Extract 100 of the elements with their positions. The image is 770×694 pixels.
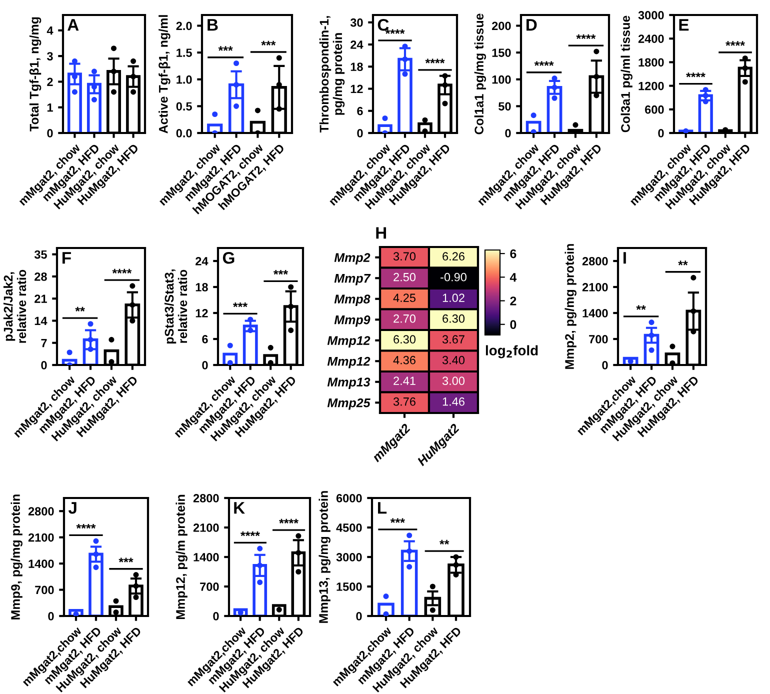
chart-title: F [62, 252, 71, 264]
y-tick-label: 2400 [638, 34, 664, 43]
y-tick-label: 4 [46, 26, 54, 35]
data-label: 6.26 [442, 252, 464, 261]
annotation: *** [261, 40, 276, 46]
y-tick-label: 50 [498, 102, 511, 111]
y-tick-label: 12 [350, 84, 363, 94]
y-tick-label: 2.0 [176, 22, 192, 30]
y-tick-label: 2100 [582, 283, 608, 292]
color-bar-title: log$_{2}$fold [486, 345, 538, 358]
chart-title: L [378, 502, 387, 514]
y-tick-label: 700 [200, 582, 219, 591]
y-tick-label: Mmp12 [327, 336, 370, 348]
y-tick-label: 2800 [193, 494, 219, 502]
y-tick-label: 600 [645, 105, 664, 114]
y-tick-label: 1400 [194, 553, 219, 562]
y-tick-label: 18 [350, 62, 363, 72]
data-label: 2.41 [394, 376, 416, 385]
y-tick-label: 100 [492, 75, 511, 84]
chart-title: G [222, 252, 234, 264]
y-tick-label: 0 [658, 129, 664, 138]
y-tick-label: Mmp8 [334, 294, 370, 306]
y-axis-title: Active Tgf-β1, ng/ml [158, 15, 170, 134]
y-tick-label: 200 [492, 22, 511, 30]
y-axis-title: Mmp12, pg/m protein [176, 494, 188, 620]
annotation: **** [240, 531, 260, 536]
y-tick-label: 2 [47, 78, 53, 86]
y-axis-title: Thrombospondin-1, pg/mg protein [319, 16, 345, 133]
y-tick-label: 1400 [28, 560, 54, 568]
y-tick-label: Mmp7 [334, 274, 371, 286]
y-tick-label: 0.0 [176, 129, 192, 138]
y-tick-label: 35 [34, 250, 47, 259]
y-tick-label: 1800 [638, 58, 664, 67]
y-tick-label: Mmp13 [327, 378, 370, 389]
annotation: *** [218, 46, 233, 51]
y-tick-label: 0 [356, 612, 362, 620]
annotation: **** [385, 29, 405, 34]
annotation: **** [686, 72, 706, 78]
annotation: *** [233, 302, 248, 308]
y-tick-label: 2100 [193, 524, 219, 532]
y-tick-label: 30 [350, 18, 363, 27]
y-axis-title: pJak2/Jak2, relative ratio [3, 270, 26, 343]
chart-title: A [68, 19, 79, 31]
chart-title: E [679, 19, 689, 31]
annotation: *** [273, 270, 288, 275]
y-tick-label: 12 [196, 309, 208, 318]
data-label: 3.76 [393, 397, 416, 406]
chart-title: J [68, 502, 76, 514]
chart-title: B [208, 19, 218, 31]
color-bar-label: 4 [510, 273, 517, 282]
y-tick-label: 0.5 [176, 102, 192, 111]
chart-title: I [624, 252, 626, 264]
y-axis-title: Col1a1 pg/mg tissue [474, 14, 486, 134]
y-axis-title: Mmp13, pg/mg protein [318, 491, 330, 623]
annotation: ** [440, 540, 450, 545]
y-tick-label: 4500 [336, 524, 362, 532]
chart-title: C [378, 18, 389, 31]
data-label: 2.70 [394, 314, 416, 323]
data-label: 4.25 [393, 294, 416, 302]
y-tick-label: 700 [35, 586, 54, 594]
y-tick-label: 6 [202, 335, 208, 344]
y-axis-title: Total Tgf-β1, ng/mg [29, 17, 42, 132]
y-tick-label: Mmp25 [327, 398, 370, 410]
data-label: 4.36 [393, 356, 416, 364]
y-tick-label: 0 [357, 129, 363, 138]
y-tick-label: 0 [47, 129, 53, 138]
y-tick-label: 0 [48, 612, 54, 620]
annotation: ** [75, 306, 85, 312]
y-tick-label: 2800 [28, 507, 54, 516]
y-tick-label: Mmp2 [334, 253, 370, 264]
y-tick-label: 21 [34, 294, 47, 303]
y-tick-label: 14 [34, 316, 48, 326]
y-tick-label: 7 [41, 339, 47, 348]
y-tick-label: 150 [492, 48, 511, 57]
y-tick-label: 1 [47, 104, 53, 112]
annotation: **** [76, 524, 96, 529]
chart-title: H [376, 227, 386, 239]
y-tick-label: 28 [34, 272, 47, 281]
data-label: 3.00 [442, 376, 465, 386]
data-label: -0.90 [440, 272, 466, 282]
y-axis-title: Mmp9, pg/mg protein [10, 494, 22, 620]
y-tick-label: 0 [41, 361, 47, 370]
y-tick-label: Mmp12 [327, 356, 370, 368]
y-tick-label: 3000 [336, 553, 362, 562]
data-label: 6.30 [394, 335, 416, 344]
annotation: *** [390, 518, 405, 523]
y-tick-label: 24 [350, 40, 364, 49]
y-tick-label: 2800 [582, 257, 608, 266]
data-label: 1.02 [442, 294, 464, 302]
annotation: **** [112, 268, 132, 274]
data-label: 2.50 [394, 272, 416, 282]
y-tick-label: 0 [202, 361, 208, 370]
y-tick-label: 0 [213, 612, 219, 620]
y-tick-label: 1.5 [176, 48, 192, 57]
color-bar-label: 2 [510, 296, 516, 306]
annotation: **** [726, 41, 745, 46]
data-label: 3.67 [442, 335, 464, 344]
y-tick-label: 2100 [28, 533, 54, 542]
y-tick-label: 3 [46, 52, 53, 60]
annotation: ** [678, 260, 688, 266]
